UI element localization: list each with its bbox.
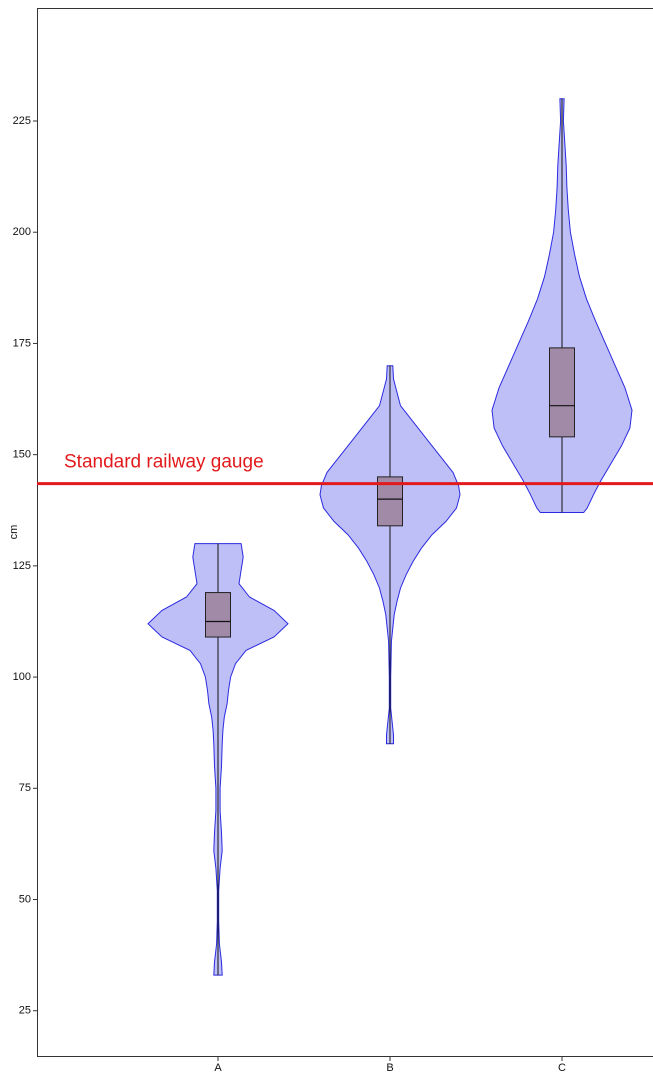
y-tick-label: 75 (19, 782, 31, 794)
y-axis-label: cm (8, 525, 20, 540)
y-tick-label: 175 (13, 337, 31, 349)
y-tick-label: 200 (13, 226, 31, 238)
y-tick-label: 25 (19, 1005, 31, 1017)
y-tick-label: 125 (13, 560, 31, 572)
x-tick-label: C (558, 1062, 566, 1074)
box (205, 592, 231, 638)
x-tick-label: B (386, 1062, 393, 1074)
x-tick-label: A (214, 1062, 222, 1074)
y-tick-label: 225 (13, 115, 31, 127)
y-tick-label: 150 (13, 449, 31, 461)
box (549, 347, 575, 438)
reference-label: Standard railway gauge (64, 452, 264, 473)
y-tick-label: 50 (19, 893, 31, 905)
plot-frame (37, 8, 653, 1057)
y-tick-label: 100 (13, 671, 31, 683)
